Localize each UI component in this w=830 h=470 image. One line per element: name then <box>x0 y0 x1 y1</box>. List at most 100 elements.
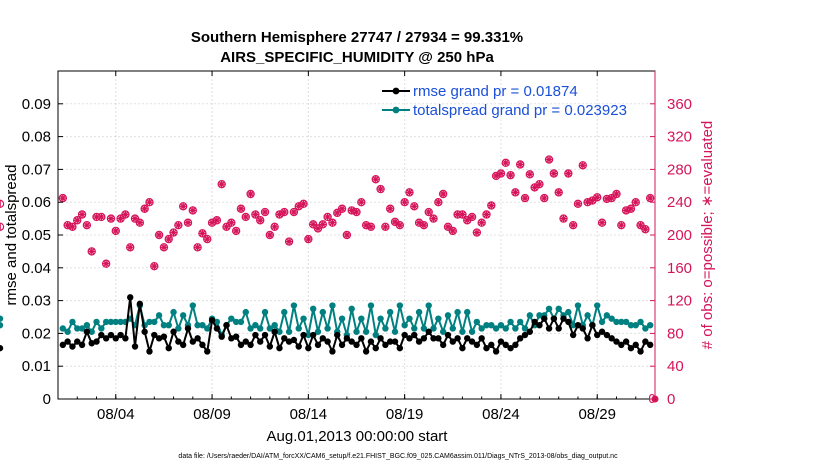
obs-possible-marker <box>275 210 284 219</box>
spread-marker <box>324 325 331 332</box>
obs-asterisk-stroke <box>262 209 268 215</box>
obs-evaluated-marker <box>141 205 149 213</box>
obs-asterisk-stroke <box>141 205 148 212</box>
rmse-marker <box>348 338 355 345</box>
rmse-marker <box>565 318 572 326</box>
obs-asterisk-stroke <box>579 162 586 169</box>
obs-possible-marker <box>130 214 140 223</box>
y2-axis-label: # of obs: o=possible; ∗=evaluated <box>699 121 716 350</box>
legend-rmse-marker <box>392 87 400 95</box>
spread-marker <box>102 318 110 326</box>
rmse-marker <box>589 322 596 329</box>
rmse-marker <box>420 335 428 342</box>
obs-asterisk-stroke <box>445 223 451 230</box>
obs-possible-marker <box>260 207 270 217</box>
y-tick-label: 0.07 <box>22 161 51 178</box>
obs-asterisk-stroke <box>449 228 456 234</box>
obs-evaluated-marker <box>367 223 375 231</box>
obs-evaluated-marker <box>160 243 168 251</box>
obs-possible-marker <box>126 243 135 252</box>
obs-asterisk-stroke <box>324 214 331 220</box>
obs-evaluated-marker <box>107 215 115 222</box>
obs-asterisk-stroke <box>459 211 466 218</box>
obs-possible-marker <box>0 199 5 209</box>
obs-evaluated-marker <box>497 170 505 177</box>
y-axis-right: 0 40 80 120 160 200 240 280 320 360 0 <box>648 71 692 408</box>
obs-asterisk-stroke <box>281 209 288 215</box>
y-tick-label: 0.05 <box>22 227 51 244</box>
obs-asterisk-stroke <box>175 222 182 228</box>
obs-asterisk-stroke <box>146 199 153 206</box>
obs-possible-marker <box>73 216 82 225</box>
obs-asterisk-stroke <box>507 172 514 178</box>
rmse-marker <box>136 300 144 308</box>
obs-asterisk-stroke <box>570 222 576 228</box>
obs-possible-marker <box>525 170 535 179</box>
obs-evaluated-marker <box>381 223 389 231</box>
rmse-marker <box>425 328 432 335</box>
spread-marker <box>261 308 269 316</box>
spread-marker <box>232 318 240 326</box>
rmse-marker <box>88 340 95 347</box>
obs-possible-marker <box>515 160 525 169</box>
spread-marker <box>377 315 384 322</box>
obs-possible-marker <box>487 201 496 210</box>
obs-evaluated-marker <box>343 231 351 239</box>
obs-asterisk-stroke <box>440 191 447 197</box>
obs-asterisk-stroke <box>74 217 81 224</box>
rmse-marker <box>300 331 307 339</box>
rmse-marker <box>64 338 71 345</box>
obs-evaluated-marker <box>218 180 226 188</box>
obs-evaluated-marker <box>271 223 279 231</box>
spread-marker <box>300 315 307 322</box>
rmse-marker <box>377 335 384 342</box>
spread-marker <box>497 322 505 329</box>
obs-evaluated-marker <box>401 198 409 206</box>
obs-possible-marker <box>140 204 149 213</box>
y-tick-label: 0.09 <box>22 96 51 113</box>
y2-tick-label: 280 <box>667 161 692 178</box>
rmse-marker <box>454 335 461 342</box>
obs-asterisk-stroke <box>421 222 427 228</box>
spread-marker <box>314 328 322 335</box>
obs-evaluated-marker <box>232 227 240 235</box>
obs-asterisk-stroke <box>526 171 533 178</box>
obs-evaluated-marker <box>324 213 332 221</box>
spread-marker <box>637 318 644 326</box>
rmse-marker <box>131 343 139 350</box>
rmse-marker <box>122 335 129 342</box>
obs-asterisk-stroke <box>469 214 475 220</box>
spread-marker <box>199 322 206 329</box>
spread-marker <box>165 322 172 329</box>
legend-spread-marker <box>392 106 400 114</box>
rmse-marker <box>309 331 317 339</box>
obs-possible-marker <box>520 193 530 203</box>
obs-evaluated-marker <box>165 235 173 243</box>
obs-evaluated-marker <box>136 219 144 227</box>
spread-marker <box>521 325 529 332</box>
obs-asterisk-stroke <box>565 170 572 177</box>
rmse-marker <box>334 331 341 339</box>
y2-tick-label: 240 <box>667 194 692 211</box>
rmse-marker <box>314 341 322 349</box>
obs-evaluated-marker <box>155 231 163 239</box>
rmse-marker <box>102 335 110 342</box>
rmse-marker <box>618 341 625 349</box>
obs-evaluated-marker <box>122 211 129 218</box>
obs-asterisk-stroke <box>613 191 620 197</box>
obs-possible-marker <box>97 212 106 222</box>
spread-marker <box>59 325 67 332</box>
obs-possible-marker <box>159 243 169 252</box>
spread-marker <box>464 308 471 316</box>
rmse-marker <box>584 335 591 342</box>
rmse-marker <box>401 331 408 339</box>
obs-evaluated-marker <box>69 223 76 231</box>
spread-marker <box>213 318 221 326</box>
obs-asterisk-stroke <box>69 223 76 230</box>
y2-tick-label: 360 <box>667 96 692 113</box>
rmse-series <box>0 294 654 355</box>
rmse-marker <box>184 325 192 332</box>
obs-possible-marker <box>82 220 92 230</box>
obs-asterisk-stroke <box>151 263 158 269</box>
spread-marker <box>401 322 408 329</box>
